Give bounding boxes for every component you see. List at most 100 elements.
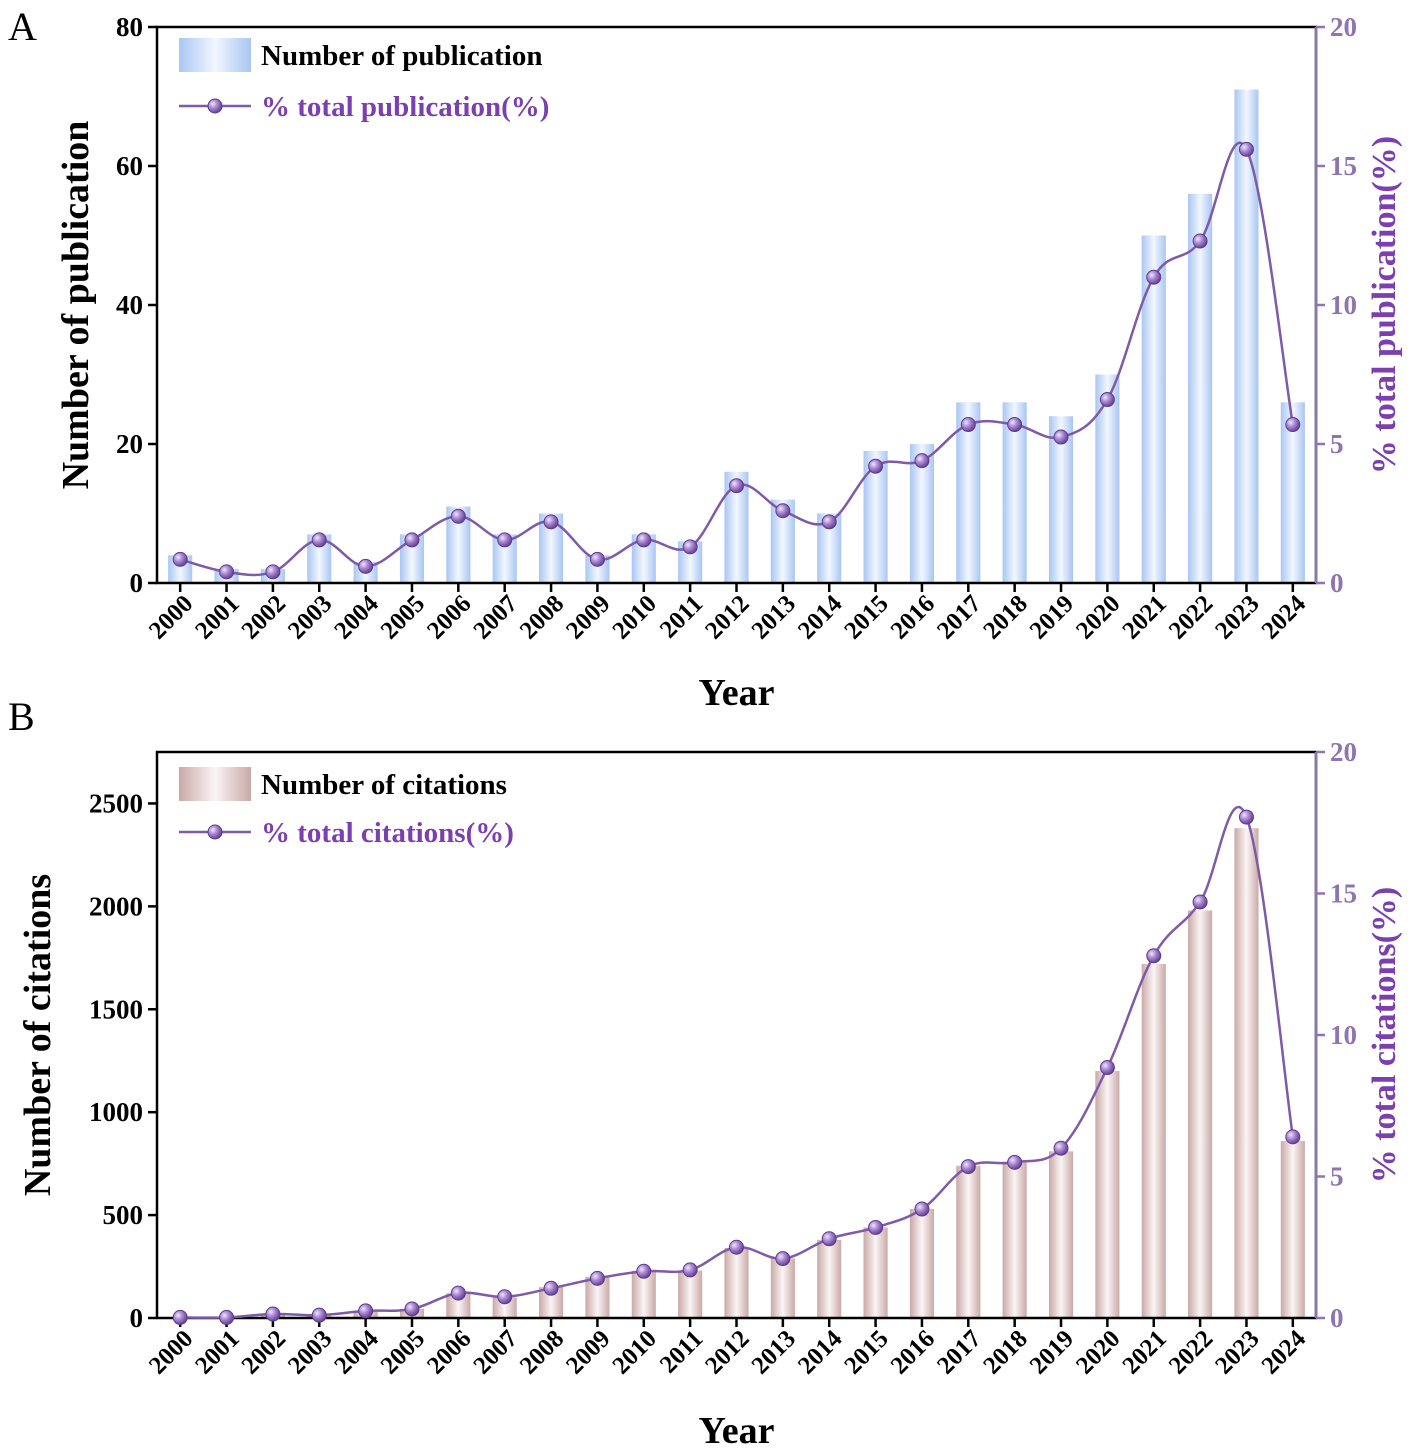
left-tick-label: 2000 [89, 891, 143, 921]
line-marker-2021 [1146, 269, 1162, 285]
bar-2022 [1188, 910, 1213, 1318]
x-tick-label: 2019 [1025, 590, 1079, 644]
left-tick-label: 500 [103, 1200, 144, 1230]
x-tick-label: 2015 [839, 590, 893, 644]
line-marker-2012 [729, 478, 744, 494]
x-tick-label: 2004 [329, 590, 384, 645]
x-tick-label: 2023 [1210, 590, 1264, 644]
bar-2023 [1234, 828, 1259, 1318]
legend-line-marker [207, 98, 223, 114]
x-tick-label: 2014 [793, 1325, 848, 1380]
line-marker-2016 [914, 453, 930, 469]
chart-panel-b: B050010001500200025000510152020002001200… [8, 694, 1403, 1452]
line-marker-2012 [729, 1239, 744, 1255]
line-marker-2019 [1053, 1140, 1069, 1156]
line-marker-2005 [404, 532, 420, 548]
line-marker-2014 [821, 514, 837, 530]
line-marker-2017 [960, 1159, 976, 1175]
bar-2013 [770, 1258, 795, 1318]
left-tick-label: 1000 [89, 1097, 143, 1127]
legend-bar-label: Number of citations [261, 769, 507, 801]
x-tick-label: 2006 [422, 1325, 476, 1379]
bar-2020 [1095, 1071, 1120, 1318]
chart-panel-a: A020406080051015202000200120022003200420… [8, 4, 1403, 714]
bar-2022 [1188, 193, 1213, 584]
x-axis-title: Year [699, 1410, 775, 1452]
x-tick-label: 2016 [886, 1325, 940, 1379]
panel-label: B [8, 694, 35, 739]
line-marker-2007 [497, 1289, 513, 1305]
line-marker-2002 [265, 564, 281, 580]
right-tick-label: 5 [1330, 1162, 1344, 1192]
line-marker-2009 [589, 1270, 605, 1286]
line-marker-2011 [682, 1262, 698, 1278]
bar-2007 [492, 1297, 517, 1318]
line-marker-2020 [1099, 392, 1115, 408]
x-axis-title: Year [699, 672, 775, 714]
x-tick-label: 2021 [1118, 590, 1172, 644]
y-axis-title: Number of publication [55, 121, 97, 490]
legend-bar-swatch [179, 38, 251, 72]
x-tick-label: 2015 [839, 1325, 893, 1379]
x-tick-label: 2007 [468, 1325, 522, 1379]
x-tick-label: 2020 [1071, 590, 1125, 644]
x-tick-label: 2020 [1071, 1325, 1125, 1379]
line-marker-2007 [497, 532, 513, 548]
x-tick-label: 2019 [1025, 1325, 1079, 1379]
x-tick-label: 2005 [376, 1325, 430, 1379]
bar-2015 [863, 1227, 888, 1318]
line-marker-2001 [219, 564, 235, 580]
line-marker-2015 [868, 458, 884, 474]
x-tick-label: 2009 [561, 1325, 615, 1379]
line-marker-2001 [219, 1309, 235, 1325]
x-tick-label: 2024 [1257, 590, 1312, 645]
right-tick-label: 15 [1330, 151, 1357, 181]
line-marker-2006 [450, 1285, 466, 1301]
y2-axis-title: % total citations(%) [1366, 887, 1403, 1184]
x-tick-label: 2002 [237, 1325, 291, 1379]
left-tick-label: 2500 [89, 788, 143, 818]
line-marker-2015 [868, 1219, 884, 1235]
line-marker-2008 [543, 1280, 559, 1296]
x-tick-label: 2013 [747, 1325, 801, 1379]
x-tick-label: 2002 [237, 590, 291, 644]
bar-2021 [1141, 963, 1166, 1318]
x-tick-label: 2018 [978, 590, 1032, 644]
line-marker-2003 [311, 1307, 327, 1323]
x-tick-label: 2008 [515, 1325, 569, 1379]
line-marker-2023 [1238, 809, 1254, 825]
line-marker-2004 [358, 558, 374, 574]
line-marker-2024 [1285, 417, 1301, 433]
x-tick-label: 2006 [422, 590, 476, 644]
x-tick-label: 2024 [1257, 1325, 1312, 1380]
line-marker-2017 [960, 417, 976, 433]
x-tick-label: 2022 [1164, 590, 1218, 644]
line-marker-2021 [1146, 948, 1162, 964]
line-marker-2018 [1007, 1154, 1023, 1170]
line-marker-2018 [1007, 417, 1023, 433]
right-tick-label: 10 [1330, 290, 1357, 320]
x-tick-label: 2013 [747, 590, 801, 644]
x-tick-label: 2007 [468, 590, 522, 644]
left-tick-label: 20 [116, 429, 143, 459]
x-tick-label: 2012 [700, 590, 754, 644]
line-marker-2009 [589, 551, 605, 567]
line-marker-2004 [358, 1303, 374, 1319]
line-marker-2022 [1192, 894, 1208, 910]
left-tick-label: 60 [116, 151, 143, 181]
right-tick-label: 15 [1330, 879, 1357, 909]
bar-2023 [1234, 89, 1259, 584]
bar-2019 [1048, 1151, 1074, 1318]
bar-2017 [956, 402, 981, 583]
bar-2012 [724, 1248, 749, 1318]
line-marker-2011 [682, 539, 698, 555]
x-tick-label: 2009 [561, 590, 615, 644]
line-marker-2020 [1099, 1060, 1115, 1076]
x-tick-label: 2000 [144, 1325, 198, 1379]
panel-label: A [8, 4, 37, 49]
legend-bar-label: Number of publication [261, 40, 542, 72]
x-tick-label: 2021 [1118, 1325, 1172, 1379]
line-marker-2005 [404, 1301, 420, 1317]
x-tick-label: 2016 [886, 590, 940, 644]
legend-line-label: % total citations(%) [261, 817, 514, 849]
